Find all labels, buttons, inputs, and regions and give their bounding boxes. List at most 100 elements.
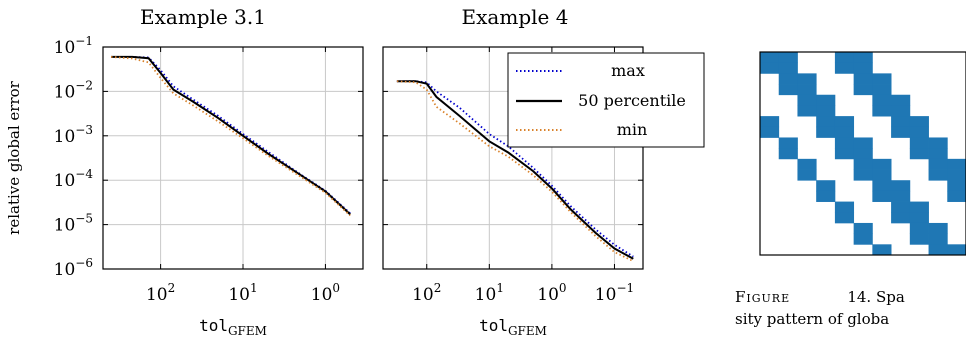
nonzero-cell [834,116,855,128]
caption-line-1: Figure 14. Spa [735,286,966,308]
nonzero-cell [778,52,798,64]
nonzero-cell [853,52,873,64]
nonzero-cell [909,212,929,224]
nonzero-cell [797,158,817,170]
series-line-50-percentile [396,80,634,260]
nonzero-cell [891,105,911,117]
nonzero-cell [872,169,892,181]
nonzero-cell [947,244,966,256]
nonzero-cell [909,137,929,149]
nonzero-cell [947,169,966,181]
nonzero-cell [928,137,948,149]
nonzero-cell [928,244,948,256]
nonzero-cell [947,180,966,192]
nonzero-cell [928,222,948,235]
series-line-max [111,56,351,214]
nonzero-cell [760,116,780,128]
nonzero-cell [872,180,892,192]
nonzero-cell [816,180,836,192]
nonzero-cell [778,148,798,160]
grid [103,46,363,270]
y-tick-label: 10−6 [54,256,93,280]
nonzero-cell [816,94,836,106]
y-tick-label: 10−4 [54,167,94,191]
nonzero-cell [947,158,966,170]
y-tick-label: 10−5 [54,212,93,236]
nonzero-cell [834,62,855,74]
series-group [396,80,634,263]
legend-label-min: min [617,120,648,139]
nonzero-cell [909,222,929,235]
nonzero-cell [853,137,873,149]
nonzero-cell [816,105,836,117]
sparsity-cells [760,52,966,256]
nonzero-cell [872,73,892,85]
series-line-min [396,80,634,263]
y-tick-label: 10−1 [54,34,93,58]
chart-title: Example 3.1 [140,5,266,29]
caption-line-2: sity pattern of globa [735,310,890,328]
nonzero-cell [834,148,855,160]
nonzero-cell [834,201,855,213]
nonzero-cell [778,73,798,85]
x-tick-label: 102 [146,281,175,305]
caption-line-1-rest: 14. Spa [847,288,905,306]
nonzero-cell [872,105,892,117]
chart-example-4: Example 4 102 101 100 10−1 tolGFEM max 50 p… [382,5,705,338]
nonzero-cell [853,73,873,85]
nonzero-cell [928,148,948,160]
caption-label: Figure [735,288,791,306]
sparsity-pattern [759,51,966,256]
nonzero-cell [816,126,836,138]
nonzero-cell [778,137,798,149]
x-tick-label: 101 [228,281,257,305]
legend-label-50-percentile: 50 percentile [578,91,686,110]
nonzero-cell [928,233,948,245]
nonzero-cell [797,73,817,85]
nonzero-cell [778,84,798,96]
nonzero-cell [834,137,855,149]
nonzero-cell [797,84,817,96]
legend: max 50 percentile min [507,52,705,148]
nonzero-cell [872,84,892,96]
x-tick-label: 101 [475,281,504,305]
nonzero-cell [909,116,929,128]
x-tick-label: 100 [537,281,566,305]
y-axis-label: relative global error [5,80,23,235]
nonzero-cell [891,190,911,202]
series-line-50-percentile [111,55,351,216]
nonzero-cell [891,94,911,106]
nonzero-cell [834,212,855,224]
plot-frame [102,46,364,270]
nonzero-cell [797,169,817,181]
nonzero-cell [891,116,911,128]
nonzero-cell [760,52,780,64]
nonzero-cell [928,158,948,170]
nonzero-cell [853,148,873,160]
nonzero-cell [909,126,929,138]
nonzero-cell [834,52,855,64]
nonzero-cell [891,201,911,213]
nonzero-cell [760,62,780,74]
nonzero-cell [891,126,911,138]
nonzero-cell [909,201,929,213]
figure-caption: Figure 14. Spa sity pattern of globa [735,286,966,330]
y-tick-labels: 10−1 10−2 10−3 10−4 10−5 10−6 [54,34,94,280]
chart-title: Example 4 [462,5,569,29]
x-tick-labels: 102 101 100 [146,281,340,305]
nonzero-cell [872,158,892,170]
nonzero-cell [853,169,873,181]
nonzero-cell [816,116,836,128]
nonzero-cell [853,233,873,245]
nonzero-cell [909,148,929,160]
y-tick-label: 10−3 [54,123,93,147]
x-axis-label: tolGFEM [479,316,547,338]
x-tick-label: 102 [412,281,441,305]
sparsity-frame [759,51,966,256]
legend-label-max: max [611,61,645,80]
x-tick-labels: 102 101 100 10−1 [412,281,634,305]
x-axis-label: tolGFEM [199,316,267,338]
nonzero-cell [816,190,836,202]
nonzero-cell [853,84,873,96]
